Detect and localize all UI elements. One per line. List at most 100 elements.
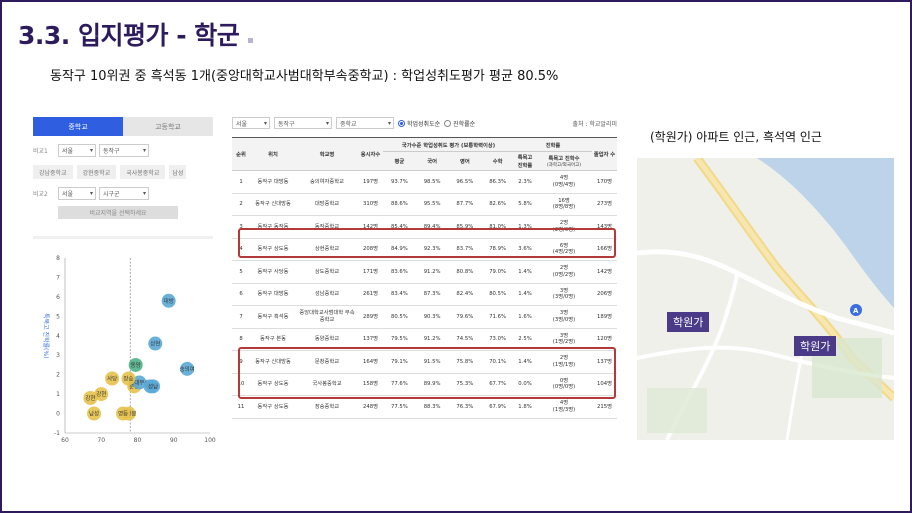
cell-special-rate: 3.6% — [514, 238, 536, 261]
table-city-value: 서울 — [236, 120, 248, 128]
table-row[interactable]: 11 동작구 상도동 장승중학교 248명 77.5% 88.3% 76.3% 67.9% 1.… — [232, 395, 617, 419]
table-row[interactable]: 4 동작구 상도동 상현중학교 208명 84.9% 92.3% 83.7% 78.9% 3.6… — [232, 238, 617, 261]
cell-avg: 77.6% — [383, 373, 416, 396]
cell-english: 87.7% — [448, 193, 482, 216]
compare2-district-select[interactable]: 시구군 ▾ — [99, 186, 149, 200]
chevron-down-icon: ▾ — [89, 189, 93, 197]
cell-location: 동작구 대방동 — [250, 170, 296, 194]
subtitle: 동작구 10위권 중 흑석동 1개(중앙대학교사범대학부속중학교) : 학업성취… — [50, 69, 559, 84]
cell-korean: 98.5% — [415, 170, 449, 194]
page-title: 3.3. 입지평가 - 학군 — [18, 21, 240, 50]
special-count-breakdown: (8명/8명) — [552, 204, 576, 211]
table-city-select[interactable]: 서울 ▾ — [232, 117, 270, 129]
special-count-breakdown: (1명/2명) — [552, 339, 576, 346]
school-chip[interactable]: 강현중학교 — [76, 165, 117, 179]
scatter-point — [161, 293, 176, 308]
scatter-point — [128, 357, 143, 372]
school-chip[interactable]: 강남중학교 — [33, 165, 73, 179]
cell-korean: 89.9% — [415, 373, 449, 396]
cell-rank: 2 — [232, 193, 250, 216]
special-count-breakdown: (0명/0명) — [552, 384, 576, 391]
table-row[interactable]: 7 동작구 흑석동 중앙대학교사범대학 부속중학교 289명 80.5% 90.3% 79.… — [232, 305, 617, 329]
special-count-value: 16명 — [558, 197, 570, 204]
table-row[interactable]: 1 동작구 대방동 숭의여자중학교 197명 93.7% 98.5% 96.5% 86.3% 2… — [232, 170, 617, 194]
y-tick-label: 6 — [56, 294, 60, 301]
location-pin-icon[interactable] — [850, 304, 862, 316]
cell-avg: 80.5% — [383, 305, 416, 329]
compare2-district-value: 시구군 — [103, 190, 120, 198]
table-level-value: 중학교 — [340, 120, 357, 128]
cell-avg: 77.5% — [383, 395, 416, 419]
tab-high-school[interactable]: 고등학교 — [123, 117, 213, 136]
cell-special-count: 0명 (0명/0명) — [536, 373, 592, 396]
cell-english: 82.4% — [448, 283, 482, 306]
compare2-city-select[interactable]: 서울 ▾ — [58, 186, 96, 200]
cell-students: 208명 — [358, 238, 383, 261]
table-district-select[interactable]: 동작구 ▾ — [274, 117, 332, 129]
table-row[interactable]: 10 동작구 상도동 국사봉중학교 158명 77.6% 89.9% 75.3% 67.7% 0… — [232, 373, 617, 396]
scatter-point — [132, 375, 147, 390]
compare2-row: 비교2 서울 ▾ 시구군 ▾ — [33, 186, 213, 200]
col-special-count: 특목고 진학수 (과학고/외국어고) — [536, 151, 592, 171]
cell-special-rate: 1.3% — [514, 215, 536, 239]
cell-english: 75.3% — [448, 373, 482, 396]
y-tick-label: 5 — [56, 313, 60, 320]
school-chip[interactable]: 남성 — [169, 165, 187, 179]
compare1-row: 비교1 서울 ▾ 동작구 ▾ — [33, 143, 213, 157]
cell-rank: 7 — [232, 305, 250, 329]
cell-special-count: 4명 (1명/3명) — [536, 395, 592, 419]
scatter-point — [116, 406, 130, 421]
cell-avg: 79.1% — [383, 350, 416, 374]
compare1-district-select[interactable]: 동작구 ▾ — [99, 143, 149, 157]
title-dot — [248, 38, 253, 43]
cell-math: 86.3% — [481, 170, 514, 194]
sort-admission-radio[interactable]: 진학률순 — [444, 119, 475, 128]
scatter-point-label: 강현 — [96, 390, 106, 398]
cell-students: 197명 — [358, 170, 383, 194]
cell-location: 동작구 상도동 — [250, 395, 296, 419]
table-row[interactable]: 2 동작구 신대방동 대방중학교 310명 88.6% 95.5% 87.7% 82.6% 5.… — [232, 193, 617, 216]
cell-location: 동작구 신대방동 — [250, 350, 296, 374]
x-tick-label: 90 — [170, 437, 178, 444]
cell-location: 동작구 신대방동 — [250, 193, 296, 216]
tab-middle-school[interactable]: 중학교 — [33, 117, 123, 136]
cell-special-rate: 1.6% — [514, 305, 536, 329]
cell-graduates: 166명 — [592, 238, 617, 261]
cell-students: 310명 — [358, 193, 383, 216]
chevron-down-icon: ▾ — [263, 119, 267, 127]
map-view[interactable]: A 학원가 학원가 — [637, 158, 894, 440]
col-group-achievement: 국가수준 학업성취도 평가 (보통학력이상) — [383, 137, 514, 152]
chevron-down-icon: ▾ — [142, 146, 146, 154]
special-count-value: 3명 — [559, 332, 569, 339]
cell-special-count: 4명 (0명/4명) — [536, 170, 592, 194]
table-row[interactable]: 8 동작구 본동 동양중학교 137명 79.5% 91.2% 74.5% 73.0% 2.5%… — [232, 328, 617, 351]
cell-rank: 10 — [232, 373, 250, 396]
table-level-select[interactable]: 중학교 ▾ — [336, 117, 394, 129]
table-row[interactable]: 6 동작구 대방동 성남중학교 261명 83.4% 87.3% 82.4% 80.5% 1.4… — [232, 283, 617, 306]
col-special-rate: 특목고 진학률 — [514, 151, 536, 171]
special-count-value: 6명 — [559, 242, 569, 249]
school-chip[interactable]: 국사봉중학교 — [120, 165, 166, 179]
scatter-point-label: 대방 — [164, 297, 174, 305]
cell-school: 성남중학교 — [296, 283, 358, 306]
select-compare-region-button[interactable]: 비교지역을 선택하세요 — [58, 206, 178, 219]
cell-math: 82.6% — [481, 193, 514, 216]
scatter-point — [83, 391, 98, 405]
cell-school: 상현중학교 — [296, 238, 358, 261]
compare1-city-value: 서울 — [62, 147, 74, 155]
table-row[interactable]: 9 동작구 신대방동 문창중학교 164명 79.1% 91.5% 75.8% 70.1% 1.… — [232, 350, 617, 374]
cell-graduates: 137명 — [592, 350, 617, 374]
cell-students: 289명 — [358, 305, 383, 329]
sort-achievement-label: 학업성취도순 — [407, 120, 441, 128]
table-row[interactable]: 3 동작구 동작동 동작중학교 142명 85.4% 89.4% 85.9% 81.0% 1.3… — [232, 215, 617, 239]
table-row[interactable]: 5 동작구 사당동 상도중학교 171명 83.6% 91.2% 80.8% 79.0% 1.4… — [232, 260, 617, 284]
cell-rank: 3 — [232, 215, 250, 239]
cell-graduates: 120명 — [592, 328, 617, 351]
y-tick-label: 1 — [56, 391, 60, 398]
compare1-city-select[interactable]: 서울 ▾ — [58, 143, 96, 157]
cell-rank: 11 — [232, 395, 250, 419]
sort-achievement-radio[interactable]: 학업성취도순 — [398, 119, 440, 128]
special-count-value: 3명 — [559, 287, 569, 294]
map-caption: (학원가) 아파트 인근, 흑석역 인근 — [650, 130, 822, 144]
cell-special-count: 6명 (4명/2명) — [536, 238, 592, 261]
